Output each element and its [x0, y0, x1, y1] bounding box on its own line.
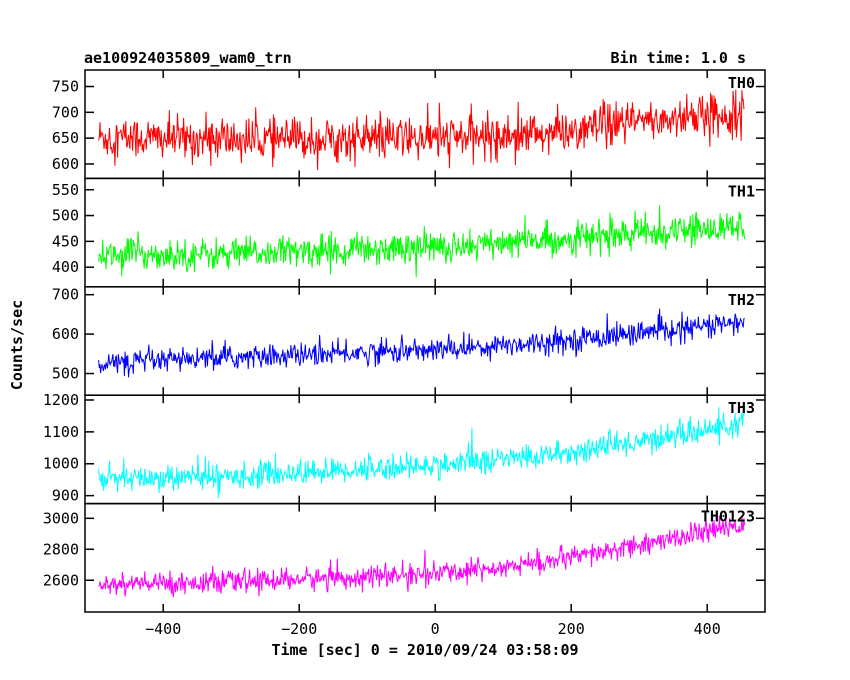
- chart-title: ae100924035809_wam0_trn: [84, 49, 292, 67]
- panel-th1: 400 450 500 550 TH1: [52, 177, 766, 288]
- y-tick-label: 1000: [43, 455, 79, 473]
- y-tick-label: 700: [52, 286, 79, 304]
- panel-label: TH2: [728, 291, 755, 309]
- x-tick-label: −200: [281, 620, 317, 638]
- panel-th0123: 2600 2800 3000 TH0123: [43, 502, 766, 613]
- panel-label: TH0123: [701, 508, 755, 526]
- x-tick-label: 400: [694, 620, 721, 638]
- y-tick-label: 750: [52, 78, 79, 96]
- y-axis-label: Counts/sec: [8, 300, 26, 390]
- y-tick-label: 700: [52, 103, 79, 121]
- panel-label: TH1: [728, 182, 755, 200]
- y-tick-label: 3000: [43, 509, 79, 527]
- x-axis-label: Time [sec] 0 = 2010/09/24 03:58:09: [271, 641, 578, 659]
- panels-group: 600 650 700 750 TH0 400 450 500 550 TH1 500 600 700 T…: [43, 69, 766, 638]
- series-line-th3: [98, 407, 746, 499]
- panel-frame: [84, 502, 766, 613]
- series-line-th2: [98, 308, 745, 378]
- panel-th0: 600 650 700 750 TH0: [52, 69, 766, 180]
- y-tick-label: 900: [52, 487, 79, 505]
- y-tick-label: 600: [52, 325, 79, 343]
- x-tick-label: 0: [431, 620, 440, 638]
- y-tick-label: 450: [52, 232, 79, 250]
- y-tick-label: 400: [52, 258, 79, 276]
- panel-th3: 900 1000 1100 1200 TH3: [43, 391, 766, 505]
- bin-time-label: Bin time: 1.0 s: [611, 49, 746, 67]
- x-tick-label: −400: [145, 620, 181, 638]
- y-tick-label: 550: [52, 181, 79, 199]
- y-tick-label: 600: [52, 155, 79, 173]
- y-tick-label: 650: [52, 129, 79, 147]
- y-tick-label: 2600: [43, 571, 79, 589]
- series-line-th1: [98, 205, 746, 278]
- panel-frame: [84, 69, 766, 180]
- x-tick-label: 200: [558, 620, 585, 638]
- panel-label: TH3: [728, 399, 755, 417]
- panel-frame: [84, 394, 766, 505]
- series-line-th0123: [98, 515, 746, 598]
- panel-frame: [84, 286, 766, 396]
- y-tick-label: 1200: [43, 391, 79, 409]
- series-line-th0: [98, 89, 745, 171]
- panel-label: TH0: [728, 74, 755, 92]
- y-tick-label: 2800: [43, 540, 79, 558]
- y-tick-label: 500: [52, 207, 79, 225]
- panel-th2: 500 600 700 TH2: [52, 286, 766, 396]
- y-tick-label: 500: [52, 365, 79, 383]
- y-tick-label: 1100: [43, 423, 79, 441]
